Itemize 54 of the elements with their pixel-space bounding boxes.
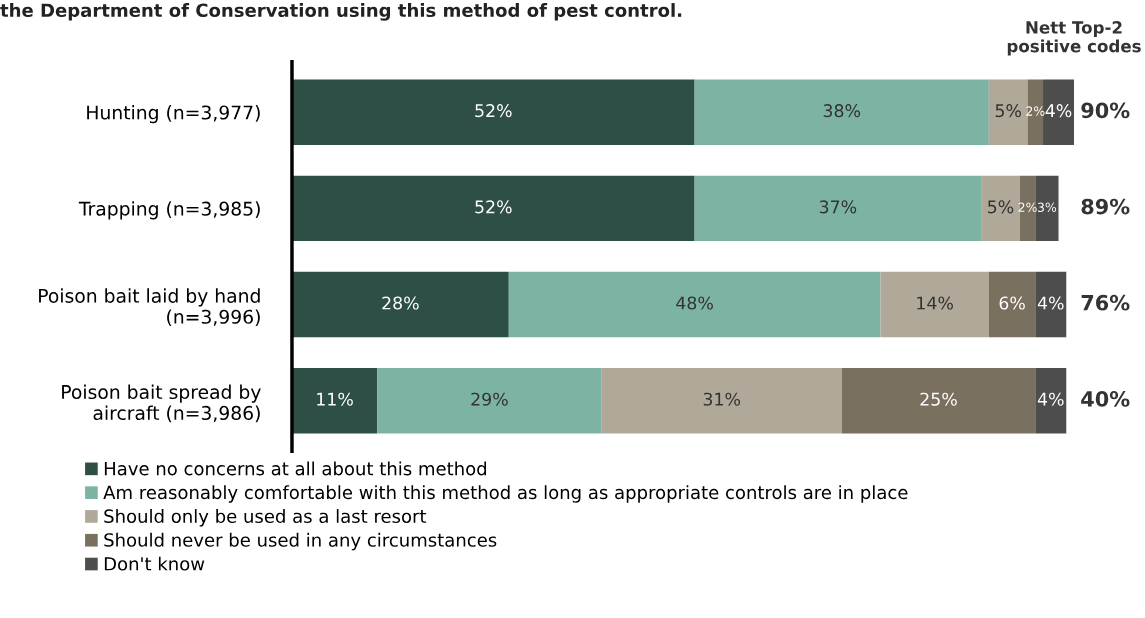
legend-label: Am reasonably comfortable with this method as long as appropriate controls are in place — [103, 485, 908, 503]
bar — [291, 271, 509, 338]
legend-label: Should only be used as a last resort — [104, 509, 427, 527]
y-tick-label: Trapping (n=3,985) — [78, 201, 260, 220]
text: Nett Top-2 positive codes — [1007, 21, 1141, 56]
bar — [988, 271, 1036, 338]
bar — [291, 79, 695, 145]
data-label: 3% — [1037, 202, 1057, 213]
text: 89% — [1081, 198, 1130, 215]
data-label: 5% — [995, 104, 1022, 118]
legend-label: Have no concerns at all about this method — [104, 461, 487, 476]
data-label: 2% — [1018, 202, 1037, 213]
bar — [1027, 79, 1044, 145]
data-label: 37% — [819, 200, 857, 214]
data-label: 2% — [1026, 106, 1045, 116]
bar — [981, 175, 1020, 242]
data-label: 52% — [475, 200, 512, 214]
data-label: 31% — [703, 392, 741, 406]
data-label: 6% — [999, 296, 1025, 310]
bar — [988, 79, 1028, 145]
y-tick-label: Poison bait laid by hand (n=3,996) — [39, 288, 260, 327]
bar — [508, 271, 881, 338]
bar — [880, 271, 989, 338]
data-label: 52% — [475, 104, 512, 118]
data-label: 5% — [988, 200, 1014, 214]
data-label: 38% — [823, 104, 861, 118]
data-label: 48% — [676, 296, 713, 310]
data-label: 29% — [471, 392, 508, 406]
chart-title: the Department of Conservation using this method of pest control. — [0, 3, 682, 21]
legend-label: Should never be used in any circumstances — [104, 532, 497, 551]
bar — [601, 368, 842, 434]
bar — [694, 175, 982, 242]
data-label: 25% — [920, 392, 957, 406]
text: 90% — [1081, 102, 1130, 119]
bar — [694, 79, 989, 145]
bar — [1035, 271, 1067, 338]
bar — [291, 175, 695, 242]
bar — [1019, 175, 1036, 242]
bar — [291, 368, 378, 434]
data-label: 4% — [1037, 296, 1064, 310]
bar — [841, 368, 1036, 434]
bar — [1035, 368, 1067, 434]
data-label: 4% — [1045, 104, 1072, 118]
bar — [377, 368, 602, 434]
bar — [1035, 175, 1059, 242]
data-label: 14% — [917, 296, 953, 310]
legend-label: Don't know — [104, 556, 205, 571]
data-label: 28% — [382, 296, 419, 310]
y-tick-label: Hunting (n=3,977) — [87, 105, 260, 124]
data-label: 4% — [1037, 392, 1064, 406]
y-tick-label: Poison bait spread by aircraft (n=3,986) — [62, 384, 261, 423]
data-label: 11% — [317, 392, 353, 406]
text: 76% — [1081, 294, 1130, 311]
text: 40% — [1081, 391, 1130, 407]
